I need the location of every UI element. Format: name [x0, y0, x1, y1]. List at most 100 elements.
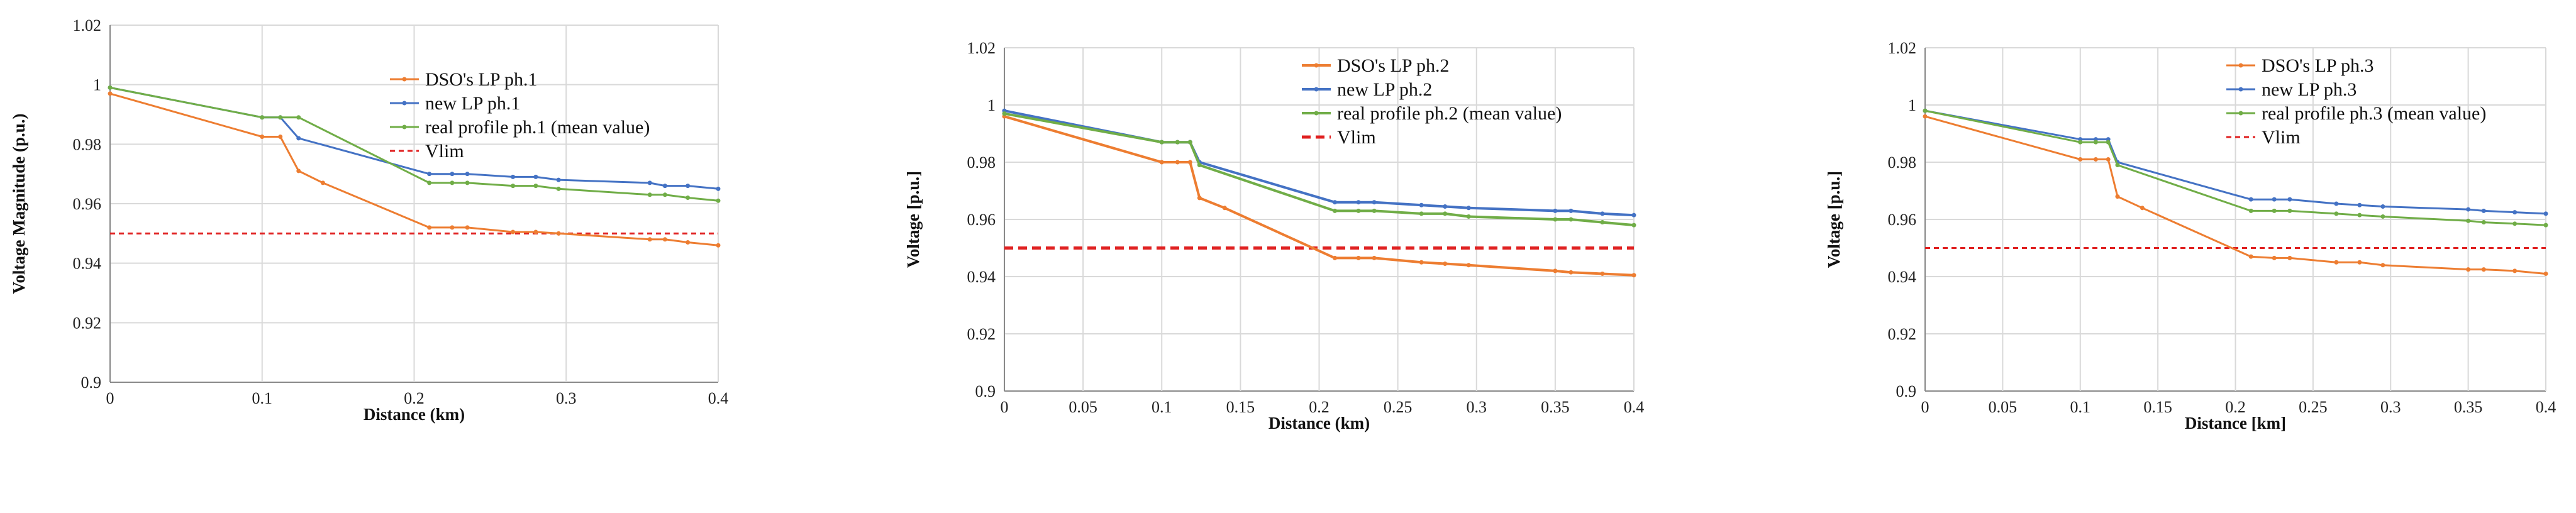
data-point-dso [465, 225, 470, 230]
data-point-dso [1159, 160, 1164, 165]
data-point-real [2248, 208, 2253, 213]
data-point-new [465, 172, 470, 177]
y-tick-label: 0.92 [73, 314, 102, 332]
y-tick-label: 0.96 [1888, 211, 1917, 229]
y-tick-label: 1.02 [73, 16, 102, 35]
legend-label: DSO's LP ph.1 [425, 69, 538, 90]
data-point-dso [662, 237, 667, 242]
data-point-new [1372, 200, 1377, 205]
data-point-new [1333, 200, 1338, 205]
data-point-real [1159, 140, 1164, 145]
data-point-real [716, 198, 721, 203]
legend-marker [402, 124, 407, 130]
data-point-dso [2334, 260, 2339, 265]
x-tick-label: 0.15 [2143, 398, 2172, 416]
data-point-dso [260, 135, 265, 139]
data-point-dso [2357, 260, 2362, 265]
data-point-real [1187, 140, 1192, 145]
series-line-dso [1924, 115, 2546, 275]
data-point-new [716, 186, 721, 191]
data-point-new [533, 174, 538, 179]
y-tick-label: 0.9 [1896, 382, 1917, 400]
legend-label: Vlim [1337, 127, 1376, 148]
x-tick-label: 0.3 [2380, 398, 2401, 416]
legend: DSO's LP ph.3 new LP ph.3 real profile ph.… [2226, 55, 2486, 148]
legend-marker [402, 77, 407, 82]
x-tick-label: 0.35 [1541, 398, 1570, 416]
data-point-new [427, 172, 432, 177]
data-point-new [2380, 204, 2385, 209]
data-point-new [1631, 212, 1636, 218]
data-point-real [260, 115, 265, 120]
legend: DSO's LP ph.1 new LP ph.1 real profile ph.… [390, 69, 650, 162]
data-point-new [686, 184, 691, 189]
legend-label: new LP ph.2 [1337, 79, 1432, 100]
data-point-new [511, 174, 516, 179]
data-point-dso [511, 229, 516, 234]
y-tick-label: 0.96 [73, 195, 102, 213]
data-point-dso [296, 168, 301, 174]
x-tick-label: 0.3 [556, 389, 577, 407]
y-tick-label: 0.98 [1888, 153, 1917, 172]
data-point-dso [108, 91, 113, 96]
y-tick-label: 0.9 [81, 373, 102, 392]
data-point-dso [1443, 262, 1448, 267]
legend-label: real profile ph.2 (mean value) [1337, 103, 1562, 124]
data-point-real [1600, 220, 1605, 225]
data-point-dso [2140, 206, 2145, 211]
x-tick-label: 0.4 [2536, 398, 2557, 416]
data-point-real [1466, 214, 1471, 219]
x-tick-label: 0.3 [1467, 398, 1487, 416]
x-tick-label: 0.15 [1226, 398, 1255, 416]
data-point-dso [1333, 255, 1338, 260]
data-point-real [296, 115, 301, 120]
y-tick-label: 0.98 [73, 135, 102, 153]
data-point-real [511, 184, 516, 189]
data-point-dso [686, 240, 691, 245]
y-axis-label: Voltage [p.u.] [1824, 171, 1843, 268]
data-point-real [2287, 208, 2292, 213]
legend-marker [1314, 111, 1319, 116]
x-tick-label: 0.35 [2454, 398, 2483, 416]
data-point-new [2466, 207, 2471, 212]
legend-label: new LP ph.3 [2262, 79, 2357, 100]
data-point-new [2543, 211, 2548, 216]
x-tick-label: 0.25 [2299, 398, 2328, 416]
data-point-dso [2093, 157, 2098, 162]
data-point-real [1197, 163, 1202, 168]
data-point-real [2093, 140, 2098, 145]
data-point-new [450, 172, 455, 177]
x-tick-label: 0.4 [708, 389, 729, 407]
data-point-dso [1356, 255, 1361, 260]
data-point-new [2357, 202, 2362, 207]
data-point-new [2287, 197, 2292, 202]
legend-marker [1314, 63, 1319, 68]
data-point-new [1443, 204, 1448, 209]
data-point-real [1443, 211, 1448, 216]
data-point-dso [556, 231, 561, 236]
data-point-dso [1568, 270, 1574, 275]
data-point-dso [2115, 194, 2120, 199]
data-point-real [108, 85, 113, 90]
data-point-dso [2248, 254, 2253, 259]
legend: DSO's LP ph.2 new LP ph.2 real profile ph.… [1302, 55, 1562, 148]
data-point-new [1356, 200, 1361, 205]
data-point-dso [2466, 267, 2471, 272]
chart-panel-2: 0.9 0.92 0.94 0.96 0.98 1 1.02 0 0.05 0.1 0.15 0.2 0… [904, 39, 1644, 433]
data-point-real [686, 196, 691, 201]
data-point-new [2334, 201, 2339, 206]
data-point-real [1419, 211, 1424, 216]
series-line-real [109, 86, 719, 202]
x-axis-label: Distance (km) [364, 405, 465, 424]
data-point-dso [1419, 260, 1424, 265]
data-point-new [1600, 211, 1605, 216]
data-point-real [1553, 217, 1558, 222]
data-point-new [1568, 208, 1574, 213]
data-point-real [2334, 211, 2339, 216]
x-tick-label: 0.2 [1309, 398, 1330, 416]
data-point-dso [2512, 268, 2518, 273]
x-tick-label: 0.1 [252, 389, 273, 407]
legend-label: new LP ph.1 [425, 93, 520, 114]
data-point-real [1631, 223, 1636, 228]
x-tick-label: 0.4 [1624, 398, 1645, 416]
